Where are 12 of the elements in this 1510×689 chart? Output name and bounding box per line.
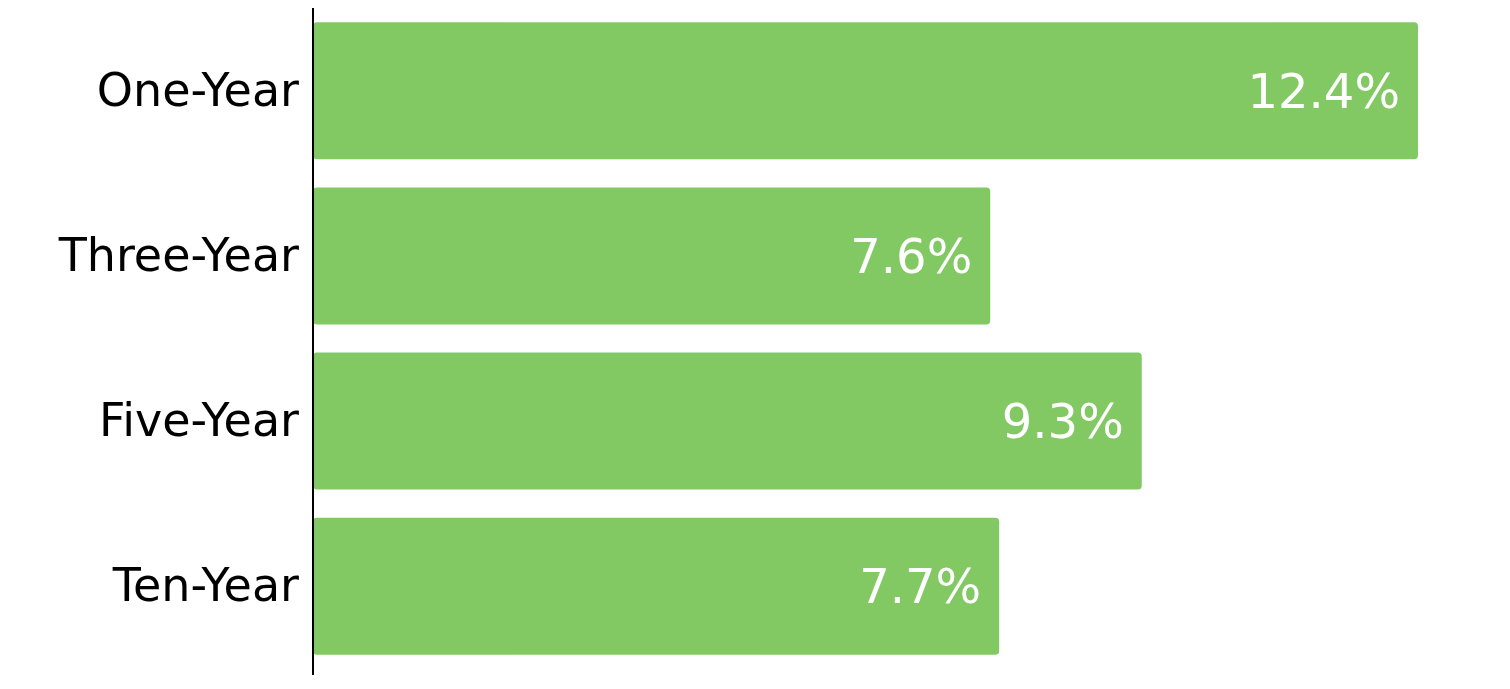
- y-tick-label: Ten-Year: [111, 557, 300, 612]
- bar: [313, 187, 991, 325]
- data-label: 9.3%: [1001, 392, 1124, 449]
- bar: [313, 517, 1000, 655]
- y-tick-label: Three-Year: [57, 227, 300, 282]
- y-tick-label: Five-Year: [99, 392, 300, 447]
- data-label: 7.7%: [859, 558, 982, 615]
- data-label: 12.4%: [1247, 62, 1400, 119]
- bar: [313, 352, 1142, 490]
- bar: [313, 22, 1418, 160]
- y-tick-label: One-Year: [96, 62, 300, 117]
- data-label: 7.6%: [850, 227, 973, 284]
